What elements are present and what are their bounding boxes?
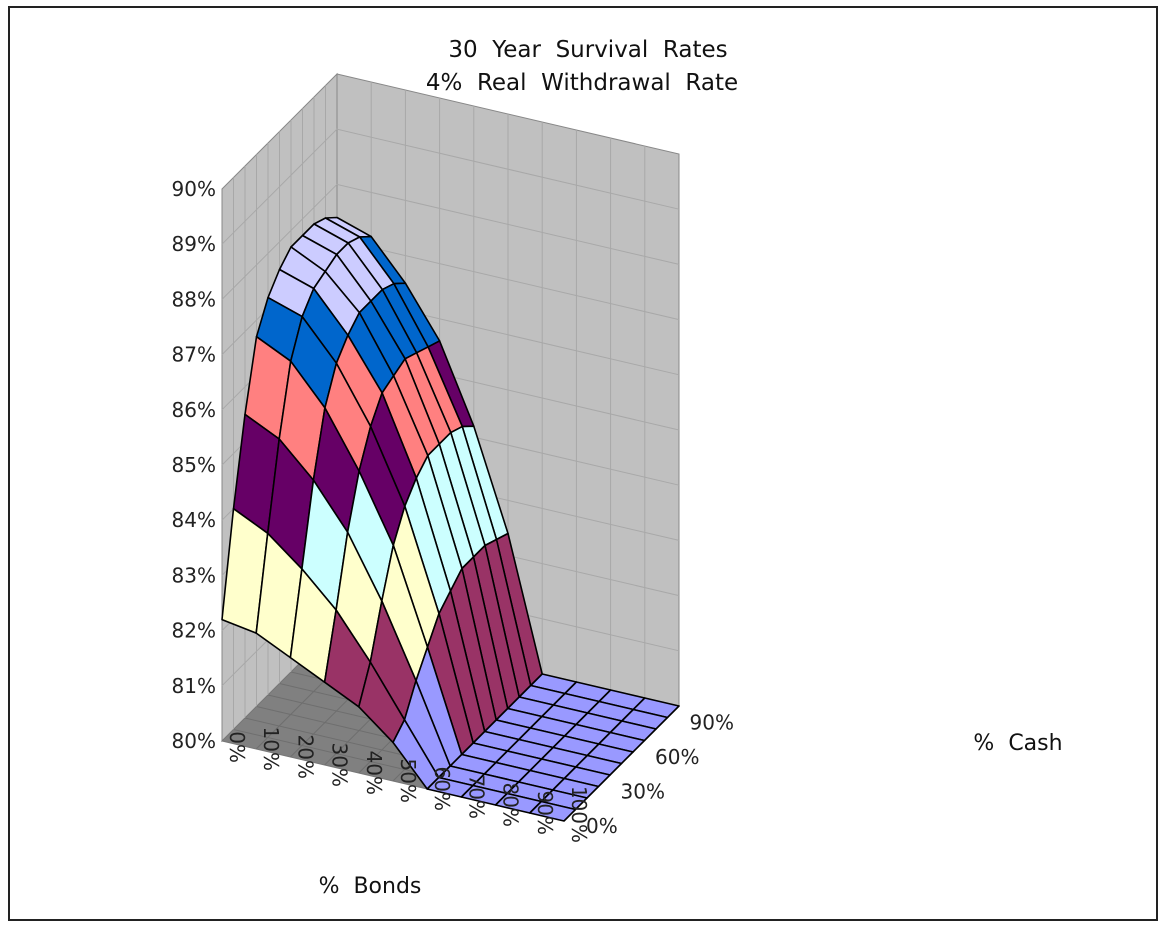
z-tick-label: 84% (172, 508, 216, 532)
chart-svg: 30 Year Survival Rates 4% Real Withdrawa… (172, 37, 1063, 899)
x-tick-label: 10% (259, 727, 283, 771)
x-tick-label: 20% (293, 735, 317, 779)
z-tick-label: 85% (172, 453, 216, 477)
x-axis-title: % Bonds (319, 874, 422, 899)
x-tick-label: 0% (225, 731, 249, 763)
x-tick-label: 80% (499, 783, 523, 827)
x-tick-label: 70% (464, 775, 488, 819)
chart-title-line-1: 30 Year Survival Rates (448, 37, 727, 63)
z-tick-label: 81% (172, 674, 216, 698)
z-tick-label: 83% (172, 563, 216, 587)
z-tick-label: 88% (172, 287, 216, 311)
wall-gridline (221, 128, 680, 245)
y-axis-title: % Cash (973, 731, 1062, 756)
x-tick-label: 60% (430, 767, 454, 811)
z-tick-label: 86% (172, 398, 216, 422)
z-axis-ticks: 80% 81% 82% 83% 84% 85% 86% 87% 88% 89% 90% (172, 177, 216, 753)
x-tick-label: 40% (362, 751, 386, 795)
x-tick-label: 30% (328, 743, 352, 787)
y-tick-label: 30% (621, 780, 665, 804)
y-tick-label: 60% (655, 745, 699, 769)
z-tick-label: 82% (172, 619, 216, 643)
y-axis-ticks: 0%30% 60% 90% (586, 711, 734, 839)
x-tick-label: 50% (396, 759, 420, 803)
z-tick-label: 80% (172, 729, 216, 753)
x-axis-ticks: 0% 10% 20% 30% 40% 50% 60% 70% 80% 90% 100% (225, 727, 591, 843)
x-tick-label: 100% (567, 786, 591, 843)
z-tick-label: 87% (172, 343, 216, 367)
x-tick-label: 90% (533, 791, 557, 835)
surface-cell (528, 800, 577, 822)
chart-title-line-2: 4% Real Withdrawal Rate (426, 70, 738, 96)
y-tick-label: 90% (690, 711, 734, 735)
surface-plot (221, 216, 680, 822)
wall-gridline (221, 183, 680, 300)
z-tick-label: 90% (172, 177, 216, 201)
chart-frame: 30 Year Survival Rates 4% Real Withdrawa… (8, 6, 1158, 921)
z-tick-label: 89% (172, 232, 216, 256)
y-tick-label: 0% (586, 814, 618, 838)
